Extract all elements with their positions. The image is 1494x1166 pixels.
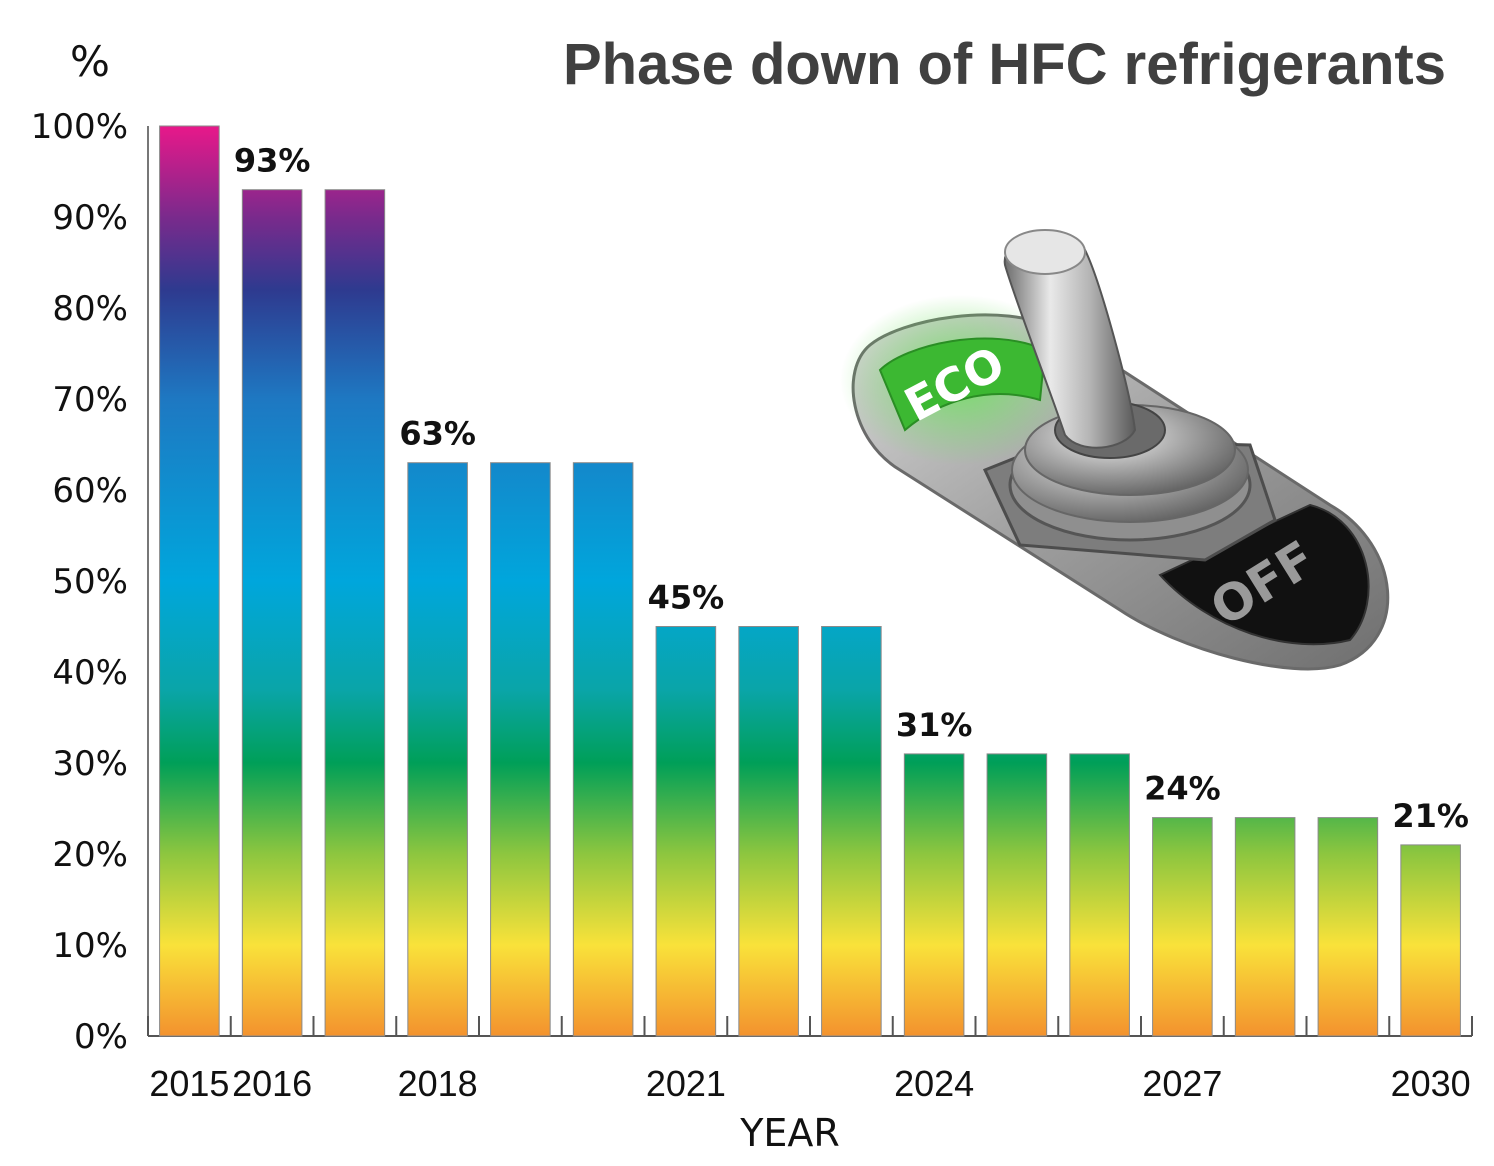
chart-title: Phase down of HFC refrigerants	[563, 32, 1446, 97]
y-tick-label: 100%	[31, 107, 128, 147]
data-label: 21%	[1392, 797, 1469, 835]
data-label: 93%	[234, 142, 311, 180]
y-tick-label: 0%	[74, 1017, 128, 1057]
x-tick-label: 2018	[398, 1063, 478, 1104]
y-tick-label: 90%	[52, 198, 128, 238]
off-tab	[1158, 503, 1370, 646]
bars	[159, 125, 1461, 1037]
data-label: 24%	[1144, 770, 1221, 808]
x-tick-labels: 2015 2016 2018 2021 2024 2027 2030	[149, 1063, 1470, 1104]
data-label: 31%	[896, 706, 973, 744]
bar-2029	[1317, 817, 1379, 1037]
bar-2025	[986, 753, 1048, 1037]
y-tick-label: 30%	[52, 744, 128, 784]
x-tick-label: 2027	[1142, 1063, 1222, 1104]
y-tick-label: 20%	[52, 835, 128, 875]
bar-2022	[738, 626, 799, 1037]
bar-2030	[1400, 844, 1461, 1037]
bar-2023	[821, 626, 882, 1037]
y-tick-labels: 0% 10% 20% 30% 40% 50% 60% 70% 80% 90% 100%	[31, 107, 128, 1057]
eco-tab	[878, 337, 1047, 432]
x-tick-label: 2015	[149, 1063, 229, 1104]
bar-2021	[655, 626, 717, 1037]
x-tick-label: 2030	[1391, 1063, 1471, 1104]
bar-2026	[1069, 753, 1130, 1037]
x-tick-label: 2024	[894, 1063, 974, 1104]
bar-2017	[324, 189, 386, 1037]
x-axis-label: YEAR	[739, 1111, 840, 1155]
y-unit-label: %	[70, 37, 110, 86]
y-tick-label: 70%	[52, 380, 128, 420]
y-tick-label: 10%	[52, 926, 128, 966]
bar-2028	[1234, 817, 1296, 1037]
data-label: 63%	[399, 415, 476, 453]
y-tick-label: 40%	[52, 653, 128, 693]
data-labels: 93% 63% 45% 31% 24% 21%	[234, 142, 1469, 835]
data-label: 45%	[648, 579, 725, 617]
bar-2020	[572, 462, 634, 1037]
x-tick-marks	[147, 1016, 1473, 1036]
bar-2024	[903, 753, 965, 1037]
toggle-switch-icon: ECO OFF	[840, 229, 1390, 671]
y-tick-label: 60%	[52, 471, 128, 511]
bar-2018	[407, 462, 468, 1037]
bar-2016	[241, 189, 303, 1037]
x-tick-label: 2021	[646, 1063, 726, 1104]
bar-2015	[159, 125, 220, 1037]
y-tick-label: 80%	[52, 289, 128, 329]
x-tick-label: 2016	[232, 1063, 312, 1104]
y-tick-label: 50%	[52, 562, 128, 602]
bar-2019	[490, 462, 551, 1037]
bar-2027	[1152, 817, 1213, 1037]
